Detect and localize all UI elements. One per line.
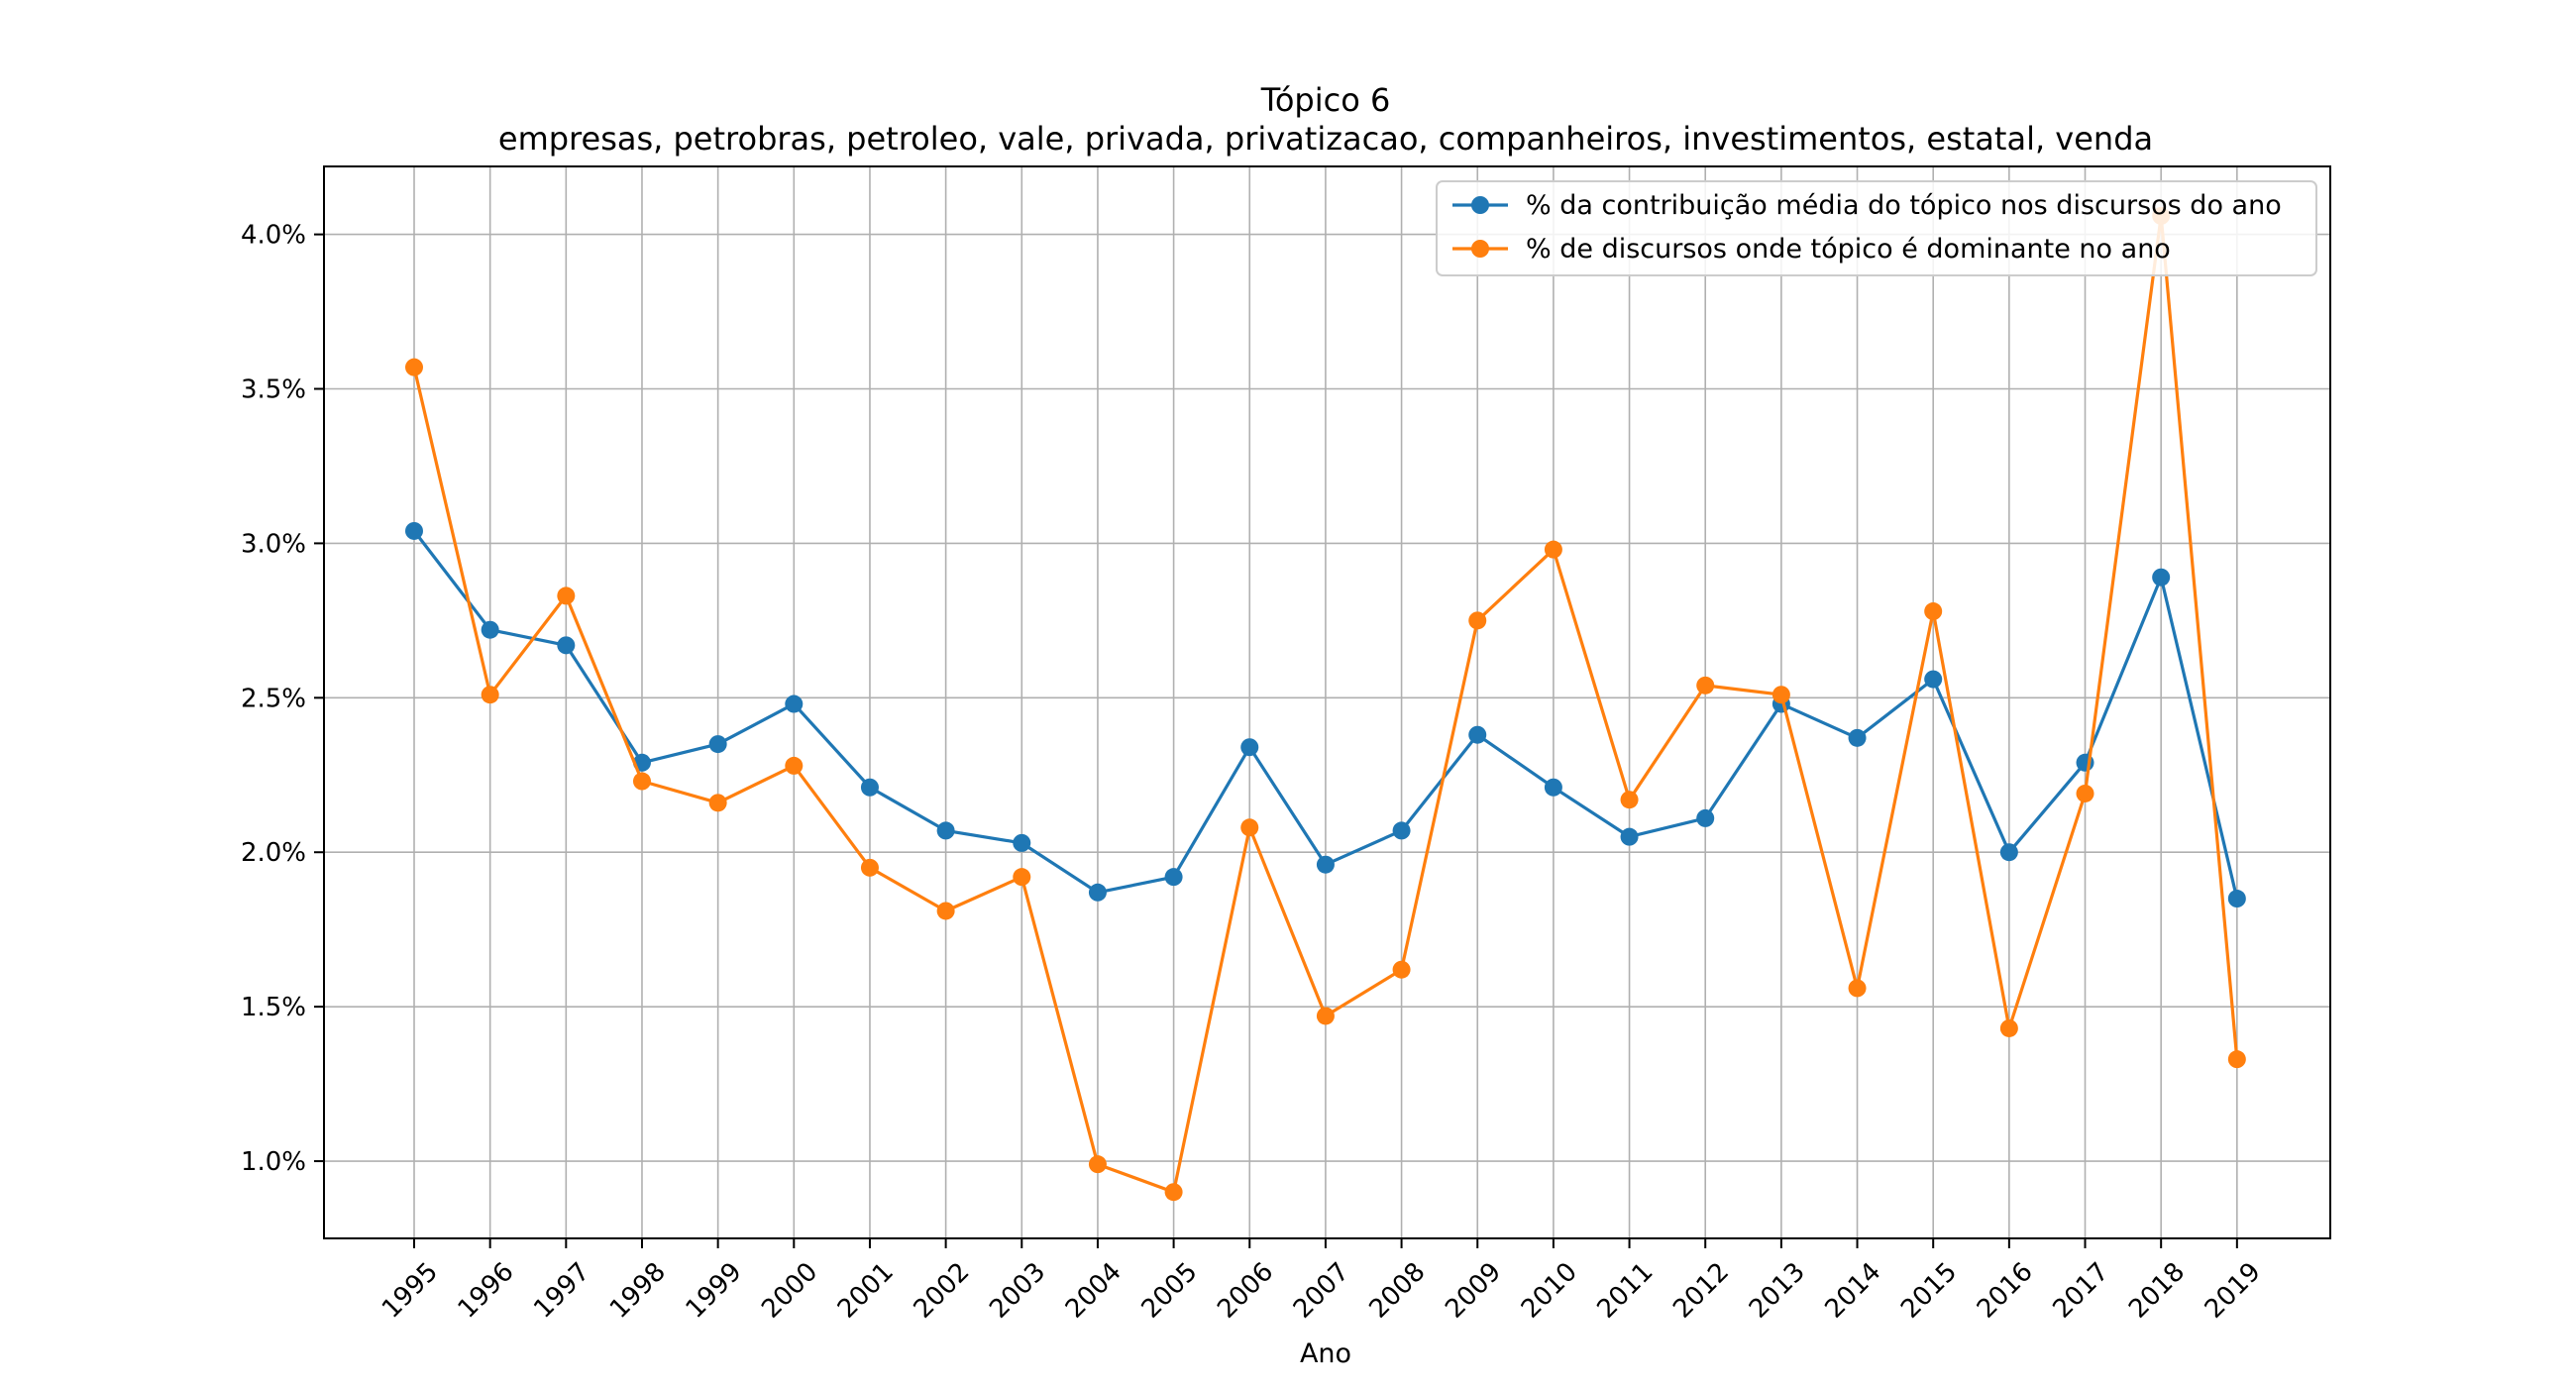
- data-point: [785, 694, 804, 713]
- data-point: [1013, 868, 1031, 887]
- data-point: [1164, 868, 1183, 887]
- data-point: [1013, 833, 1031, 852]
- data-point: [1924, 602, 1943, 621]
- y-tick-label: 1.5%: [241, 993, 306, 1022]
- data-point: [1848, 728, 1867, 747]
- data-point: [1696, 676, 1715, 694]
- data-point: [1620, 791, 1639, 809]
- data-point: [1696, 808, 1715, 827]
- data-point: [1164, 1183, 1183, 1202]
- legend-label-2: % de discursos onde tópico é dominante n…: [1526, 234, 2171, 265]
- data-point: [557, 587, 576, 605]
- y-tick-label: 1.0%: [241, 1147, 306, 1177]
- y-tick-label: 2.0%: [241, 838, 306, 868]
- data-point: [1924, 670, 1943, 689]
- data-point: [1392, 960, 1411, 979]
- data-point: [632, 772, 651, 791]
- data-point: [405, 358, 423, 376]
- data-point: [2227, 1050, 2246, 1069]
- data-point: [1999, 1018, 2018, 1037]
- data-point: [1316, 855, 1335, 874]
- data-point: [860, 858, 879, 877]
- chart-title: Tópico 6: [1260, 81, 1391, 119]
- data-point: [1771, 686, 1790, 704]
- data-point: [481, 620, 499, 639]
- grid-lines: [324, 166, 2330, 1238]
- data-point: [1999, 843, 2018, 862]
- y-axis: 1.0% 1.5% 2.0% 2.5% 3.0% 3.5% 4.0%: [241, 221, 324, 1177]
- data-point: [1544, 778, 1562, 797]
- data-point: [1088, 1155, 1107, 1174]
- data-point: [1240, 818, 1259, 837]
- data-point: [2076, 784, 2094, 802]
- data-point: [1316, 1007, 1335, 1025]
- x-axis-label: Ano: [1300, 1338, 1351, 1369]
- data-point: [708, 794, 727, 812]
- legend-marker-2: [1471, 240, 1489, 258]
- data-point: [936, 902, 955, 920]
- data-point: [1392, 821, 1411, 840]
- data-point: [1620, 827, 1639, 846]
- y-tick-label: 3.5%: [241, 375, 306, 405]
- data-point: [1544, 540, 1562, 559]
- data-point: [405, 521, 423, 540]
- data-point: [708, 735, 727, 754]
- data-point: [1468, 611, 1487, 630]
- data-point: [936, 821, 955, 840]
- legend-label-1: % da contribuição média do tópico nos di…: [1526, 190, 2282, 221]
- legend-box: [1436, 180, 2317, 276]
- y-tick-label: 4.0%: [241, 221, 306, 251]
- data-point: [785, 756, 804, 775]
- legend-marker-1: [1471, 196, 1489, 214]
- y-tick-label: 3.0%: [241, 529, 306, 559]
- series-group: [405, 206, 2246, 1202]
- y-tick-label: 2.5%: [241, 684, 306, 713]
- data-point: [1240, 738, 1259, 757]
- data-point: [1468, 725, 1487, 744]
- data-point: [2227, 890, 2246, 908]
- plot-frame: [323, 165, 2331, 1239]
- data-point: [2152, 568, 2171, 587]
- chart-subtitle: empresas, petrobras, petroleo, vale, pri…: [498, 120, 2153, 158]
- data-point: [557, 636, 576, 655]
- data-point: [1848, 979, 1867, 998]
- legend: % da contribuição média do tópico nos di…: [1436, 180, 2317, 276]
- data-point: [1088, 883, 1107, 902]
- data-point: [860, 778, 879, 797]
- data-point: [481, 686, 499, 704]
